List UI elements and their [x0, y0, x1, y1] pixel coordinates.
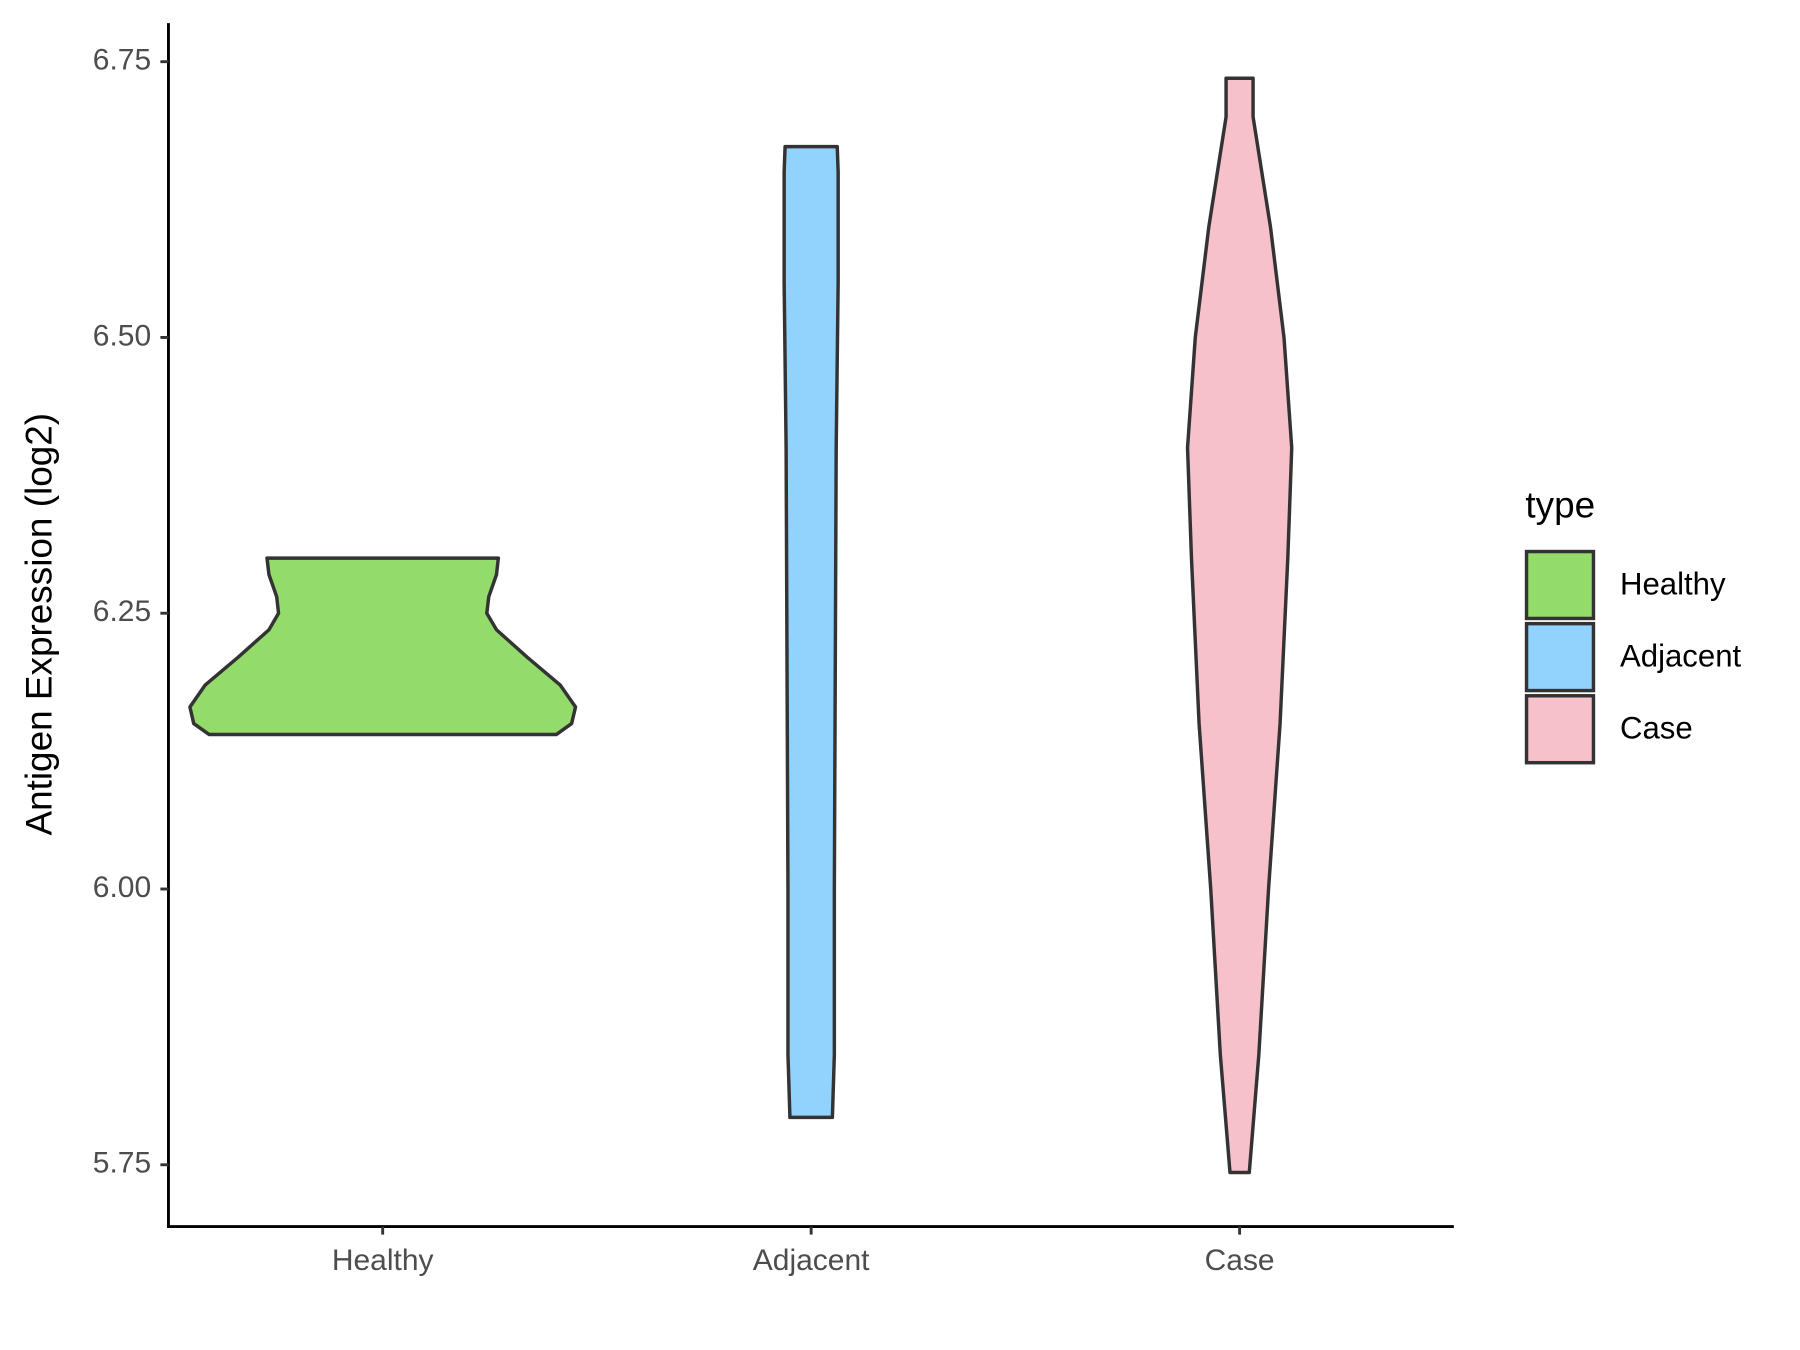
y-tick-label: 6.75: [93, 44, 151, 77]
legend-label: Case: [1620, 711, 1693, 746]
legend-label: Healthy: [1620, 566, 1726, 601]
legend-key: [1524, 549, 1596, 621]
legend-label: Adjacent: [1620, 639, 1742, 674]
legend-key: [1524, 694, 1596, 765]
x-tick-label: Case: [1205, 1244, 1275, 1277]
y-tick-label: 6.50: [93, 319, 151, 352]
y-tick-label: 5.75: [93, 1147, 151, 1180]
y-axis-title: Antigen Expression (log2): [18, 413, 59, 836]
violin: [188, 556, 578, 737]
y-tick-label: 6.00: [93, 871, 151, 904]
violin: [782, 144, 840, 1120]
plot: Antigen Expression (log2) type 5.75 6.00 6…: [18, 23, 1742, 1277]
legend-title: type: [1525, 484, 1595, 525]
violin: [1185, 76, 1294, 1175]
x-tick-label: Healthy: [332, 1244, 434, 1277]
legend-key: [1524, 621, 1596, 693]
x-tick-label: Adjacent: [753, 1244, 870, 1277]
y-tick-label: 6.25: [93, 595, 151, 628]
